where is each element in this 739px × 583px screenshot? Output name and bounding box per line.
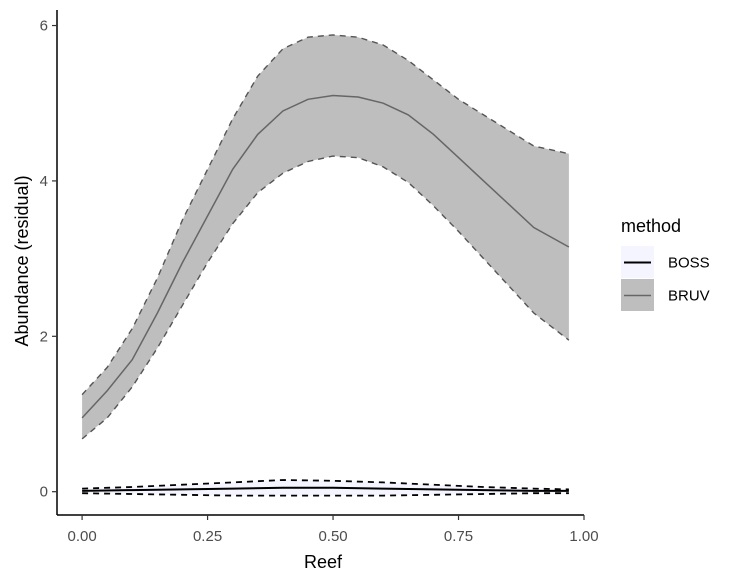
x-tick-label: 1.00 (569, 528, 598, 545)
confidence-bounds (81, 34, 570, 497)
y-tick-label: 0 (40, 484, 48, 501)
boss-fit-line (82, 486, 569, 492)
y-ticks: 0 2 4 6 (40, 18, 57, 501)
x-tick-label: 0.50 (318, 528, 347, 545)
bruv-upper-bound (81, 34, 570, 396)
x-tick-label: 0.00 (67, 528, 96, 545)
series-lines (81, 94, 570, 492)
boss-lower-bound (82, 492, 569, 497)
bruv-fit-line (81, 94, 570, 419)
legend-entries: BOSS BRUV (621, 246, 710, 311)
y-tick-label: 6 (40, 18, 48, 35)
x-tick-label: 0.75 (444, 528, 473, 545)
axes: 0 2 4 6 0.00 0.25 0.50 0.75 1.00 (40, 10, 599, 545)
boss-upper-bound (82, 479, 569, 491)
legend-label-boss: BOSS (668, 255, 710, 272)
legend-title: method (621, 216, 681, 236)
x-axis-title: Reef (304, 552, 343, 572)
bruv-lower-bound (81, 155, 570, 440)
confidence-bands (82, 34, 569, 496)
y-tick-label: 4 (40, 173, 48, 190)
y-axis-title: Abundance (residual) (12, 175, 32, 346)
legend-label-bruv: BRUV (668, 288, 710, 305)
x-tick-label: 0.25 (193, 528, 222, 545)
legend: method BOSS BRUV (621, 216, 710, 311)
bruv-confidence-band (82, 34, 569, 439)
y-tick-label: 2 (40, 328, 48, 345)
x-ticks: 0.00 0.25 0.50 0.75 1.00 (67, 515, 599, 545)
